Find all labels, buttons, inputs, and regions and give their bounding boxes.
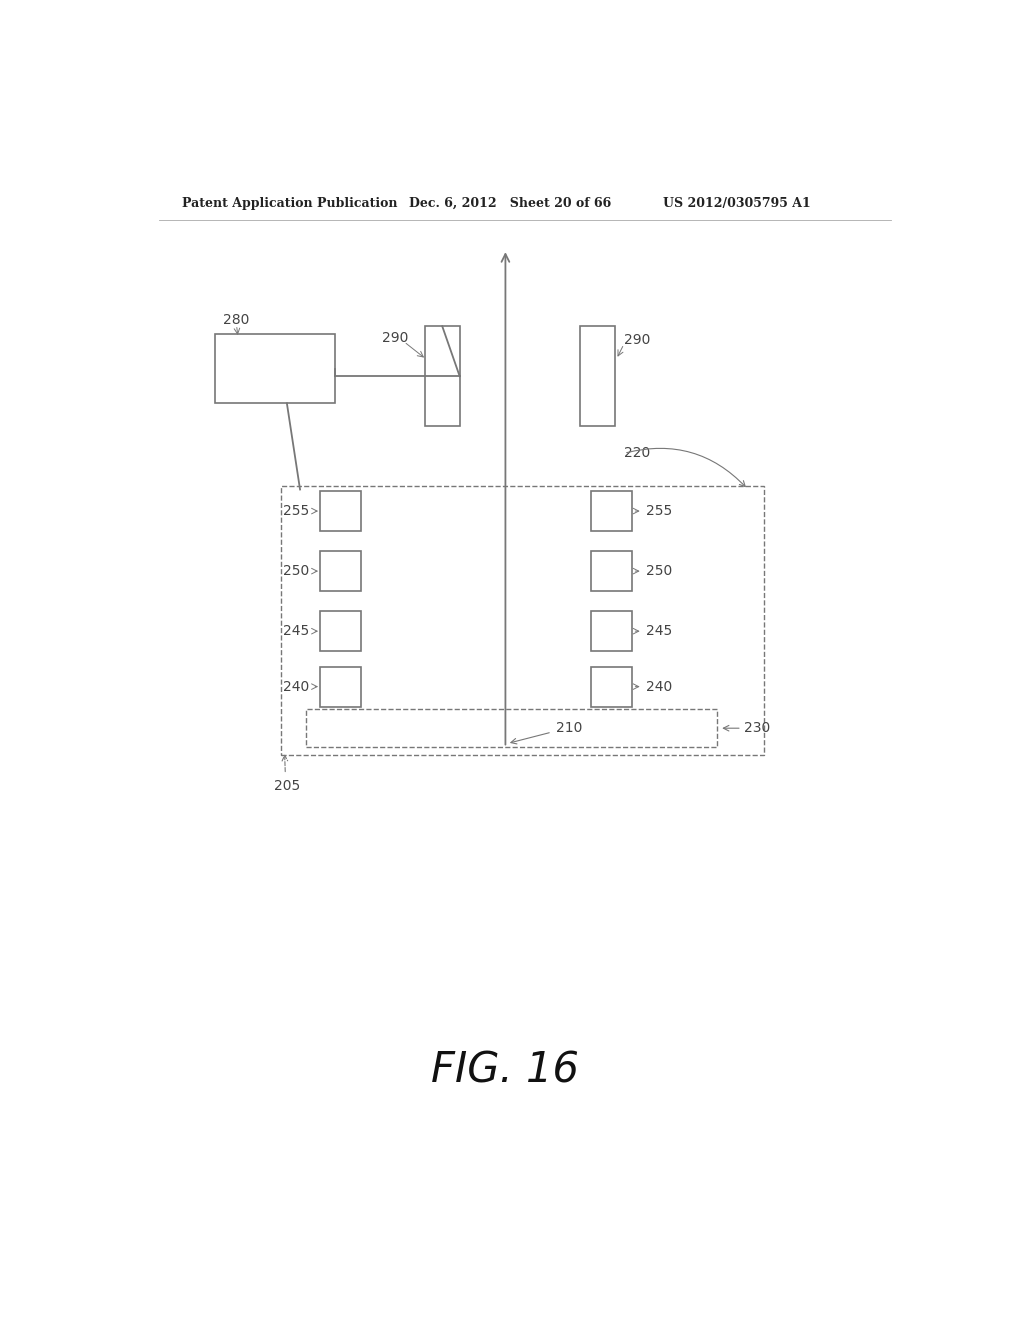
Bar — [281, 486, 764, 755]
Text: US 2012/0305795 A1: US 2012/0305795 A1 — [663, 197, 811, 210]
Text: 240: 240 — [283, 680, 309, 693]
Text: 290: 290 — [624, 333, 650, 347]
Bar — [592, 491, 632, 531]
Text: 240: 240 — [646, 680, 672, 693]
Bar — [215, 334, 335, 404]
Bar — [306, 709, 717, 747]
Text: 210: 210 — [556, 721, 583, 735]
Text: 250: 250 — [646, 564, 672, 578]
Text: Dec. 6, 2012   Sheet 20 of 66: Dec. 6, 2012 Sheet 20 of 66 — [409, 197, 610, 210]
Bar — [592, 667, 632, 706]
Text: 290: 290 — [382, 331, 409, 345]
Text: 250: 250 — [283, 564, 309, 578]
Text: FIG. 16: FIG. 16 — [431, 1049, 580, 1092]
Bar — [580, 326, 614, 426]
Bar — [321, 611, 360, 651]
Text: 230: 230 — [744, 721, 770, 735]
Text: 205: 205 — [273, 779, 300, 793]
Text: 280: 280 — [222, 313, 249, 327]
Text: 255: 255 — [283, 504, 309, 517]
Bar — [321, 491, 360, 531]
Bar — [425, 326, 460, 426]
Bar — [321, 552, 360, 591]
Bar — [592, 611, 632, 651]
Text: 245: 245 — [283, 624, 309, 638]
Bar — [321, 667, 360, 706]
Text: Patent Application Publication: Patent Application Publication — [182, 197, 397, 210]
Text: 255: 255 — [646, 504, 672, 517]
Text: 220: 220 — [624, 446, 650, 461]
Bar — [592, 552, 632, 591]
Text: 245: 245 — [646, 624, 672, 638]
